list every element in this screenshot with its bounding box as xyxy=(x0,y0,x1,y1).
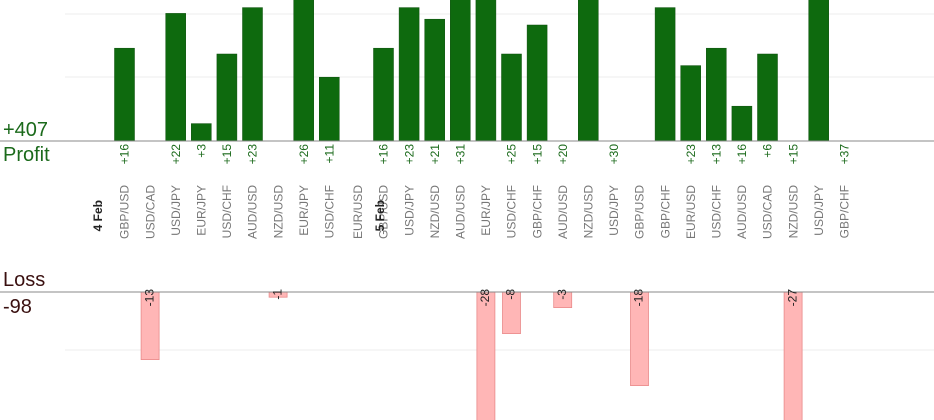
pair-label: EUR/JPY xyxy=(194,185,208,236)
profit-value-label: +16 xyxy=(377,144,391,165)
profit-value-label: +26 xyxy=(297,144,311,165)
pair-label: USD/CHF xyxy=(220,185,234,238)
loss-value-label: -8 xyxy=(504,289,518,300)
profit-value-label: +15 xyxy=(530,144,544,165)
profit-value-label: +16 xyxy=(118,144,132,165)
profit-bar xyxy=(242,7,263,142)
profit-value-label: +23 xyxy=(246,144,260,165)
loss-value-label: -3 xyxy=(555,289,569,300)
profit-value-label: +37 xyxy=(837,144,851,165)
pair-label: USD/CHF xyxy=(709,185,723,238)
day-label: 5 Feb xyxy=(373,200,387,231)
pair-label: USD/JPY xyxy=(812,185,826,236)
profit-bar xyxy=(757,53,778,142)
pair-label: GBP/USD xyxy=(118,185,132,239)
loss-bar xyxy=(783,291,803,420)
loss-total: -98 xyxy=(3,296,32,318)
loss-value-label: -28 xyxy=(478,289,492,307)
profit-value-label: +11 xyxy=(322,144,336,164)
profit-value-label: +20 xyxy=(556,144,570,165)
pair-label: EUR/USD xyxy=(351,185,365,239)
profit-value-label: +21 xyxy=(428,144,442,165)
pair-label: USD/CAD xyxy=(761,185,775,239)
pair-label: GBP/CHF xyxy=(658,185,672,238)
pair-label: USD/JPY xyxy=(169,185,183,236)
loss-value-label: -27 xyxy=(785,289,799,307)
loss-value-label: -1 xyxy=(270,289,284,300)
profit-bar xyxy=(526,24,548,142)
profit-bar xyxy=(654,7,676,142)
profit-value-label: +16 xyxy=(735,144,749,165)
pair-label: USD/JPY xyxy=(402,185,416,236)
pair-label: USD/CHF xyxy=(505,185,519,238)
profit-bar xyxy=(450,0,471,142)
profit-label: Profit xyxy=(3,144,50,166)
profit-bar xyxy=(808,0,829,142)
pair-label: AUD/USD xyxy=(246,185,260,239)
profit-bar xyxy=(191,123,212,142)
profit-bar xyxy=(398,7,420,142)
profit-bar xyxy=(319,76,340,142)
profit-bar xyxy=(680,65,701,142)
pair-label: EUR/JPY xyxy=(297,185,311,236)
pair-label: AUD/USD xyxy=(453,185,467,239)
profit-value-label: +15 xyxy=(786,144,800,165)
pair-label: EUR/USD xyxy=(684,185,698,239)
profit-bar xyxy=(216,53,238,142)
pair-label: NZD/USD xyxy=(428,185,442,239)
pair-label: USD/JPY xyxy=(607,185,621,236)
profit-bar xyxy=(165,13,186,142)
pair-label: NZD/USD xyxy=(581,185,595,239)
pair-label: EUR/JPY xyxy=(479,185,493,236)
pair-label: NZD/USD xyxy=(786,185,800,239)
pair-label: GBP/CHF xyxy=(837,185,851,238)
pair-label: AUD/USD xyxy=(556,185,570,239)
loss-label: Loss xyxy=(3,269,46,291)
profit-total: +407 xyxy=(3,119,49,141)
pair-label: GBP/CHF xyxy=(530,185,544,238)
profit-value-label: +23 xyxy=(402,144,416,165)
profit-bar xyxy=(578,0,599,142)
profit-value-label: +23 xyxy=(684,144,698,165)
profit-value-label: +22 xyxy=(169,144,183,165)
pair-label: AUD/USD xyxy=(735,185,749,239)
loss-bar xyxy=(476,291,496,420)
profit-bar xyxy=(706,47,727,142)
profit-bar xyxy=(293,0,314,142)
profit-value-label: +13 xyxy=(709,144,723,165)
pair-label: GBP/USD xyxy=(633,185,647,239)
pair-label: NZD/USD xyxy=(271,185,285,239)
profit-value-label: +15 xyxy=(220,144,234,165)
profit-bar xyxy=(424,18,445,142)
profit-bar xyxy=(501,53,522,142)
loss-value-label: -18 xyxy=(632,289,646,307)
profit-bar xyxy=(475,0,497,142)
profit-value-label: +30 xyxy=(607,144,621,165)
pair-label: USD/CHF xyxy=(322,185,336,238)
profit-value-label: +31 xyxy=(453,144,467,165)
pair-label: USD/CAD xyxy=(143,185,157,239)
profit-value-label: +25 xyxy=(505,144,519,165)
pair-label: GBP/USD xyxy=(377,185,391,239)
day-label: 4 Feb xyxy=(91,200,105,231)
loss-value-label: -13 xyxy=(142,289,156,307)
profit-bar xyxy=(114,47,135,142)
profit-value-label: +3 xyxy=(194,144,208,158)
profit-bar xyxy=(731,105,753,142)
profit-bar xyxy=(373,47,394,142)
profit-value-label: +6 xyxy=(761,144,775,158)
